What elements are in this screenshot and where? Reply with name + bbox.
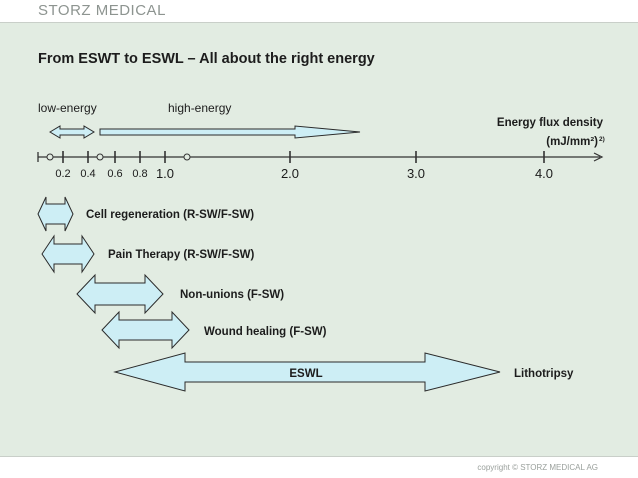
low-energy-arrow <box>49 125 95 139</box>
footer-bar: copyright © STORZ MEDICAL AG <box>0 456 638 478</box>
tick-label: 1.0 <box>156 166 174 181</box>
axis-arrowhead <box>593 152 604 162</box>
wound-healing-arrow <box>101 310 190 350</box>
range-marker <box>183 153 191 161</box>
range-marker <box>96 153 104 161</box>
tick-label: 0.8 <box>132 168 147 180</box>
tick-label: 4.0 <box>535 166 553 181</box>
axis-unit: (mJ/mm²) <box>546 136 598 148</box>
eswl-label: ESWL <box>289 368 322 380</box>
lithotripsy-label: Lithotripsy <box>514 368 574 380</box>
pain-therapy-label: Pain Therapy (R-SW/F-SW) <box>108 249 254 261</box>
pain-therapy-arrow <box>41 234 95 274</box>
axis-footnote: 2) <box>599 136 605 143</box>
tick-label: 2.0 <box>281 166 299 181</box>
wound-healing-label: Wound healing (F-SW) <box>204 326 327 338</box>
non-unions-label: Non-unions (F-SW) <box>180 289 284 301</box>
cell-regeneration-arrow <box>37 196 74 232</box>
header-bar: STORZ MEDICAL <box>0 0 638 23</box>
low-energy-label: low-energy <box>38 101 97 115</box>
tick-label: 0.4 <box>80 168 95 180</box>
high-energy-arrow <box>99 125 361 139</box>
tick-label: 3.0 <box>407 166 425 181</box>
cell-regeneration-label: Cell regeneration (R-SW/F-SW) <box>86 209 254 221</box>
high-energy-label: high-energy <box>168 101 231 115</box>
copyright-notice: copyright © STORZ MEDICAL AG <box>477 463 598 472</box>
company-logo: STORZ MEDICAL <box>38 2 166 19</box>
eswl-arrow <box>113 352 501 392</box>
slide-title: From ESWT to ESWL – All about the right … <box>38 51 375 67</box>
tick-label: 0.6 <box>107 168 122 180</box>
range-marker <box>46 153 54 161</box>
non-unions-arrow <box>76 273 164 315</box>
axis-title: Energy flux density <box>497 117 604 129</box>
tick-label: 0.2 <box>55 168 70 180</box>
